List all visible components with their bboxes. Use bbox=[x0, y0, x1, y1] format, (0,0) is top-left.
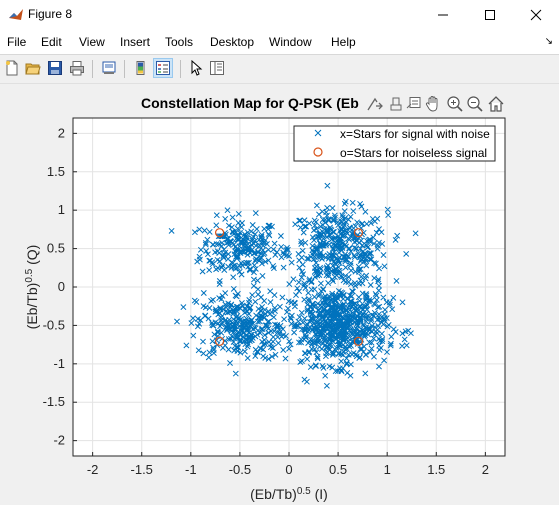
x-tick-label: -0.5 bbox=[229, 462, 251, 477]
x-tick-label: 1.5 bbox=[427, 462, 445, 477]
x-tick-label: -1 bbox=[185, 462, 197, 477]
y-tick-label: 1.5 bbox=[47, 164, 65, 179]
matlab-icon bbox=[9, 9, 23, 20]
new-figure-icon bbox=[6, 60, 18, 76]
minimize-icon bbox=[438, 14, 448, 16]
toolbar-separator bbox=[180, 60, 181, 78]
y-axis-label: (Eb/Tb)0.5 (Q) bbox=[24, 245, 41, 330]
menu-desktop[interactable]: Desktop bbox=[210, 35, 255, 49]
menu-tools[interactable]: Tools bbox=[165, 35, 194, 49]
x-tick-label: 0 bbox=[285, 462, 292, 477]
print-preview-icon bbox=[102, 61, 116, 74]
x-tick-label: -2 bbox=[87, 462, 99, 477]
colorbar-button[interactable] bbox=[131, 58, 151, 78]
menu-edit[interactable]: Edit bbox=[41, 35, 62, 49]
x-tick-label: 1 bbox=[384, 462, 391, 477]
legend-noisy-marker bbox=[314, 129, 322, 137]
legend-noiseless-label: o=Stars for noiseless signal bbox=[340, 146, 487, 160]
y-tick-label: 0 bbox=[58, 279, 65, 294]
zoom-in-icon[interactable] bbox=[446, 95, 464, 113]
menu-file[interactable]: File bbox=[7, 35, 27, 49]
minimize-button[interactable] bbox=[420, 0, 466, 30]
toolbar-separator bbox=[124, 60, 125, 78]
pan-icon[interactable] bbox=[424, 95, 442, 113]
y-tick-label: -0.5 bbox=[43, 317, 65, 332]
pointer-button[interactable] bbox=[186, 58, 206, 78]
window-title: Figure 8 bbox=[28, 7, 73, 21]
title-bar: Figure 8 bbox=[0, 0, 559, 30]
pointer-icon bbox=[191, 60, 203, 76]
noisy-signal-markers bbox=[168, 182, 419, 389]
noiseless-signal-marker bbox=[214, 336, 225, 346]
x-axis-label: (Eb/Tb)0.5 (I) bbox=[250, 486, 328, 503]
open-button[interactable] bbox=[23, 58, 43, 78]
x-tick-label: -1.5 bbox=[131, 462, 153, 477]
close-button[interactable] bbox=[513, 0, 559, 30]
legend-noiseless-marker bbox=[313, 147, 323, 157]
brush-icon[interactable] bbox=[388, 96, 404, 112]
y-tick-label: -1.5 bbox=[43, 394, 65, 409]
y-tick-label: 0.5 bbox=[47, 241, 65, 256]
home-icon[interactable] bbox=[487, 95, 505, 113]
save-icon bbox=[48, 61, 62, 75]
menu-bar: File Edit View Insert Tools Desktop Wind… bbox=[0, 30, 559, 55]
open-icon bbox=[25, 63, 41, 75]
print-icon bbox=[70, 61, 84, 76]
chart-title: Constellation Map for Q-PSK (Eb bbox=[141, 95, 359, 111]
noiseless-signal-marker bbox=[214, 228, 225, 238]
legend-noisy-label: x=Stars for signal with noise bbox=[340, 127, 490, 141]
menu-window[interactable]: Window bbox=[269, 35, 312, 49]
dock-arrow-icon[interactable]: ↘ bbox=[544, 36, 553, 47]
legend-box bbox=[293, 125, 496, 162]
property-editor-button[interactable] bbox=[207, 58, 227, 78]
toolbar-separator bbox=[92, 60, 93, 78]
export-icon[interactable] bbox=[366, 96, 384, 112]
colorbar-icon bbox=[136, 61, 145, 75]
menu-help[interactable]: Help bbox=[331, 35, 356, 49]
print-button[interactable] bbox=[67, 58, 87, 78]
data-tips-icon[interactable] bbox=[406, 96, 422, 112]
noiseless-signal-marker bbox=[353, 336, 364, 346]
figure-toolbar bbox=[0, 55, 559, 84]
legend-icon bbox=[156, 61, 170, 75]
maximize-button[interactable] bbox=[467, 0, 513, 30]
zoom-out-icon[interactable] bbox=[466, 95, 484, 113]
menu-view[interactable]: View bbox=[79, 35, 105, 49]
property-editor-icon bbox=[210, 61, 224, 75]
print-preview-button[interactable] bbox=[99, 58, 119, 78]
menu-insert[interactable]: Insert bbox=[120, 35, 151, 49]
legend-button[interactable] bbox=[153, 58, 173, 78]
save-button[interactable] bbox=[45, 58, 65, 78]
x-tick-label: 2 bbox=[482, 462, 489, 477]
y-tick-label: -2 bbox=[53, 433, 65, 448]
y-tick-label: 1 bbox=[58, 202, 65, 217]
axes-toolbar bbox=[366, 94, 506, 114]
maximize-icon bbox=[485, 10, 495, 20]
x-tick-label: 0.5 bbox=[329, 462, 347, 477]
y-tick-label: -1 bbox=[53, 356, 65, 371]
new-figure-button[interactable] bbox=[2, 58, 22, 78]
y-tick-label: 2 bbox=[58, 125, 65, 140]
axes-frame bbox=[72, 117, 506, 457]
close-icon bbox=[530, 9, 542, 21]
noiseless-signal-marker bbox=[353, 228, 364, 238]
